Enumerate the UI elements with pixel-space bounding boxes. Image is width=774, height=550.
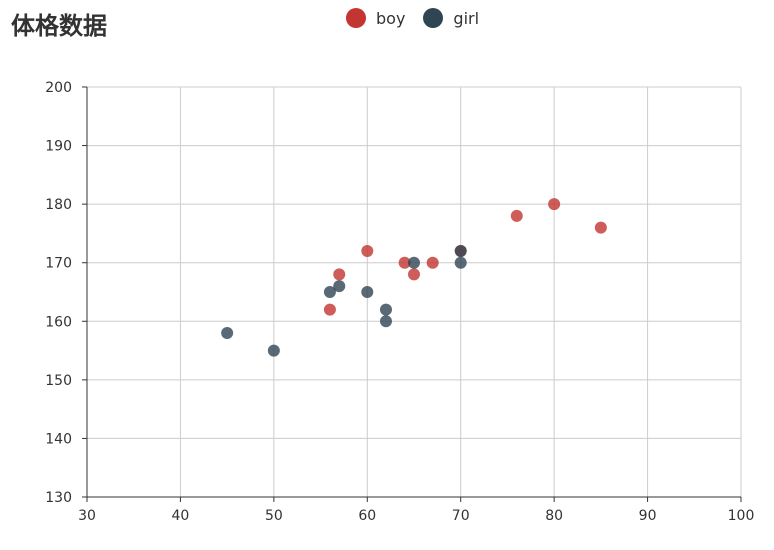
point-boy: [323, 303, 336, 316]
tick-labels: 30 40 50 60 70 80 90 100 130 140 150 160 170 180 190 20…: [45, 80, 754, 524]
chart-title: 体格数据: [11, 12, 107, 40]
legend: boy girl: [342, 8, 493, 28]
x-tick-label: 80: [545, 508, 563, 524]
x-tick-label: 30: [78, 508, 96, 524]
point-boy: [333, 268, 346, 281]
x-tick-label: 90: [639, 508, 657, 524]
data-points: [221, 198, 607, 357]
legend-marker-boy: [346, 8, 366, 28]
y-tick-label: 170: [45, 256, 72, 272]
legend-marker-girl: [423, 8, 444, 28]
y-tick-label: 150: [45, 373, 72, 389]
point-girl: [454, 245, 467, 257]
point-girl: [379, 315, 392, 328]
x-tick-label: 40: [172, 508, 190, 524]
x-tick-label: 70: [452, 508, 470, 524]
axes: [82, 86, 742, 502]
y-tick-label: 130: [45, 490, 72, 506]
legend-item-boy[interactable]: boy: [342, 8, 405, 28]
point-girl: [408, 256, 420, 269]
grid-lines: [87, 86, 742, 497]
point-boy: [408, 268, 420, 281]
point-boy: [510, 209, 523, 222]
point-girl: [221, 327, 234, 339]
y-tick-label: 160: [45, 314, 72, 330]
x-tick-label: 50: [265, 508, 283, 524]
point-girl: [361, 286, 374, 298]
point-girl: [267, 344, 280, 357]
point-boy: [426, 256, 439, 269]
y-tick-label: 180: [45, 197, 72, 213]
legend-item-girl[interactable]: girl: [419, 8, 479, 28]
point-boy: [548, 198, 561, 211]
legend-label-girl: girl: [453, 8, 480, 28]
point-girl: [454, 256, 467, 269]
y-tick-label: 200: [45, 80, 72, 96]
x-tick-label: 100: [728, 508, 755, 524]
point-girl: [333, 280, 346, 293]
point-boy: [594, 221, 607, 234]
y-tick-label: 140: [45, 431, 72, 447]
legend-label-boy: boy: [376, 8, 406, 28]
point-boy: [398, 256, 411, 269]
y-tick-label: 190: [45, 139, 72, 155]
x-tick-label: 60: [358, 508, 376, 524]
point-girl: [379, 303, 392, 316]
point-girl: [323, 286, 336, 298]
point-boy: [361, 245, 374, 257]
